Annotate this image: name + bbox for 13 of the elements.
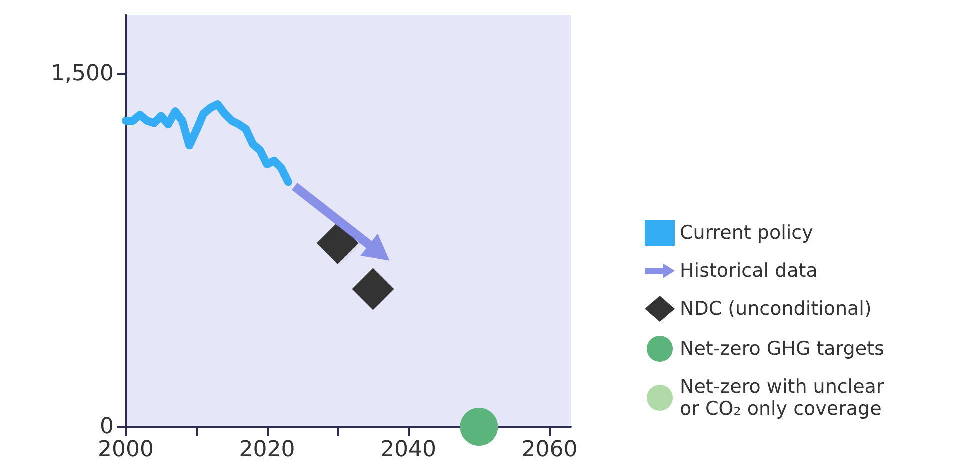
legend-label: Net-zero with unclear or CO₂ only coverage [680,376,884,420]
x-tick-label: 2060 [522,438,578,462]
legend-label: Current policy [680,222,814,244]
y-tick-label: 0 [100,414,114,440]
point [460,408,498,446]
y-tick-label: 1,500 [51,61,114,86]
x-tick-label: 2040 [380,438,437,462]
legend-label: NDC (unconditional) [680,298,872,320]
x-tick-label: 2020 [239,438,296,462]
legend-label: Historical data [680,260,818,282]
point [352,268,394,310]
x-tick-label: 2000 [98,438,154,462]
legend-label: Net-zero GHG targets [680,338,884,360]
